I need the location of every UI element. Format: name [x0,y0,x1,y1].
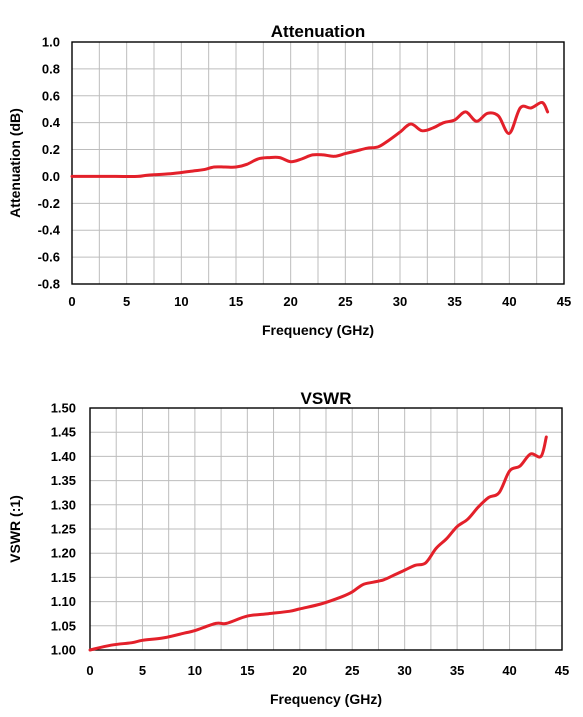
y-tick-label: 0.6 [42,88,60,103]
x-tick-label: 40 [502,663,516,678]
y-tick-label: -0.2 [38,196,60,211]
y-tick-label: 1.0 [42,35,60,50]
vswr-plot-frame [89,407,563,651]
vswr-y-axis-label: VSWR (:1) [7,495,23,563]
attenuation-x-ticks: 0 5 10 15 20 25 30 35 40 45 [68,294,571,309]
x-tick-label: 0 [86,663,93,678]
vswr-series-line [88,435,548,652]
x-tick-label: 0 [68,294,75,309]
attenuation-x-axis-label: Frequency (GHz) [262,322,374,338]
y-tick-label: 1.35 [51,473,76,488]
y-tick-label: 1.15 [51,570,76,585]
x-tick-label: 20 [283,294,297,309]
vswr-grid [90,407,562,651]
x-tick-label: 15 [229,294,243,309]
x-tick-label: 25 [338,294,352,309]
y-tick-label: 1.45 [51,425,76,440]
x-tick-label: 35 [450,663,464,678]
x-tick-label: 5 [123,294,130,309]
y-tick-label: -0.4 [38,223,61,238]
y-tick-label: -0.8 [38,277,60,292]
y-tick-label: 1.00 [51,643,76,658]
y-tick-label: 1.50 [51,401,76,416]
y-tick-label: 1.40 [51,449,76,464]
y-tick-label: 0.4 [42,115,61,130]
x-tick-label: 45 [555,663,569,678]
y-tick-label: 1.25 [51,522,76,537]
y-tick-label: 1.30 [51,497,76,512]
attenuation-y-ticks: 1.0 0.8 0.6 0.4 0.2 0.0 -0.2 -0.4 -0.6 -… [38,35,61,292]
x-tick-label: 5 [139,663,146,678]
attenuation-series-line [70,100,550,179]
y-tick-label: 1.05 [51,618,76,633]
vswr-x-ticks: 0 5 10 15 20 25 30 35 40 45 [86,663,569,678]
x-tick-label: 20 [293,663,307,678]
attenuation-plot-frame [71,41,565,285]
vswr-y-ticks: 1.50 1.45 1.40 1.35 1.30 1.25 1.20 1.15 … [51,401,76,658]
y-tick-label: 0.8 [42,61,60,76]
x-tick-label: 15 [240,663,254,678]
y-tick-label: 0.0 [42,169,60,184]
attenuation-title: Attenuation [271,22,365,41]
y-tick-label: 0.2 [42,142,60,157]
attenuation-y-axis-label: Attenuation (dB) [7,108,23,218]
x-tick-label: 25 [345,663,359,678]
attenuation-grid [72,41,564,285]
x-tick-label: 40 [502,294,516,309]
vswr-chart: VSWR Frequency (GHz) VSWR (:1) 0 5 10 15… [7,389,569,707]
y-tick-label: -0.6 [38,250,60,265]
x-tick-label: 30 [393,294,407,309]
y-tick-label: 1.20 [51,546,76,561]
vswr-x-axis-label: Frequency (GHz) [270,691,382,707]
x-tick-label: 30 [397,663,411,678]
vswr-title: VSWR [301,389,352,408]
x-tick-label: 10 [174,294,188,309]
x-tick-label: 10 [188,663,202,678]
y-tick-label: 1.10 [51,594,76,609]
attenuation-chart: Attenuation Frequency (GHz) Attenuation … [7,22,571,338]
x-tick-label: 45 [557,294,571,309]
x-tick-label: 35 [447,294,461,309]
